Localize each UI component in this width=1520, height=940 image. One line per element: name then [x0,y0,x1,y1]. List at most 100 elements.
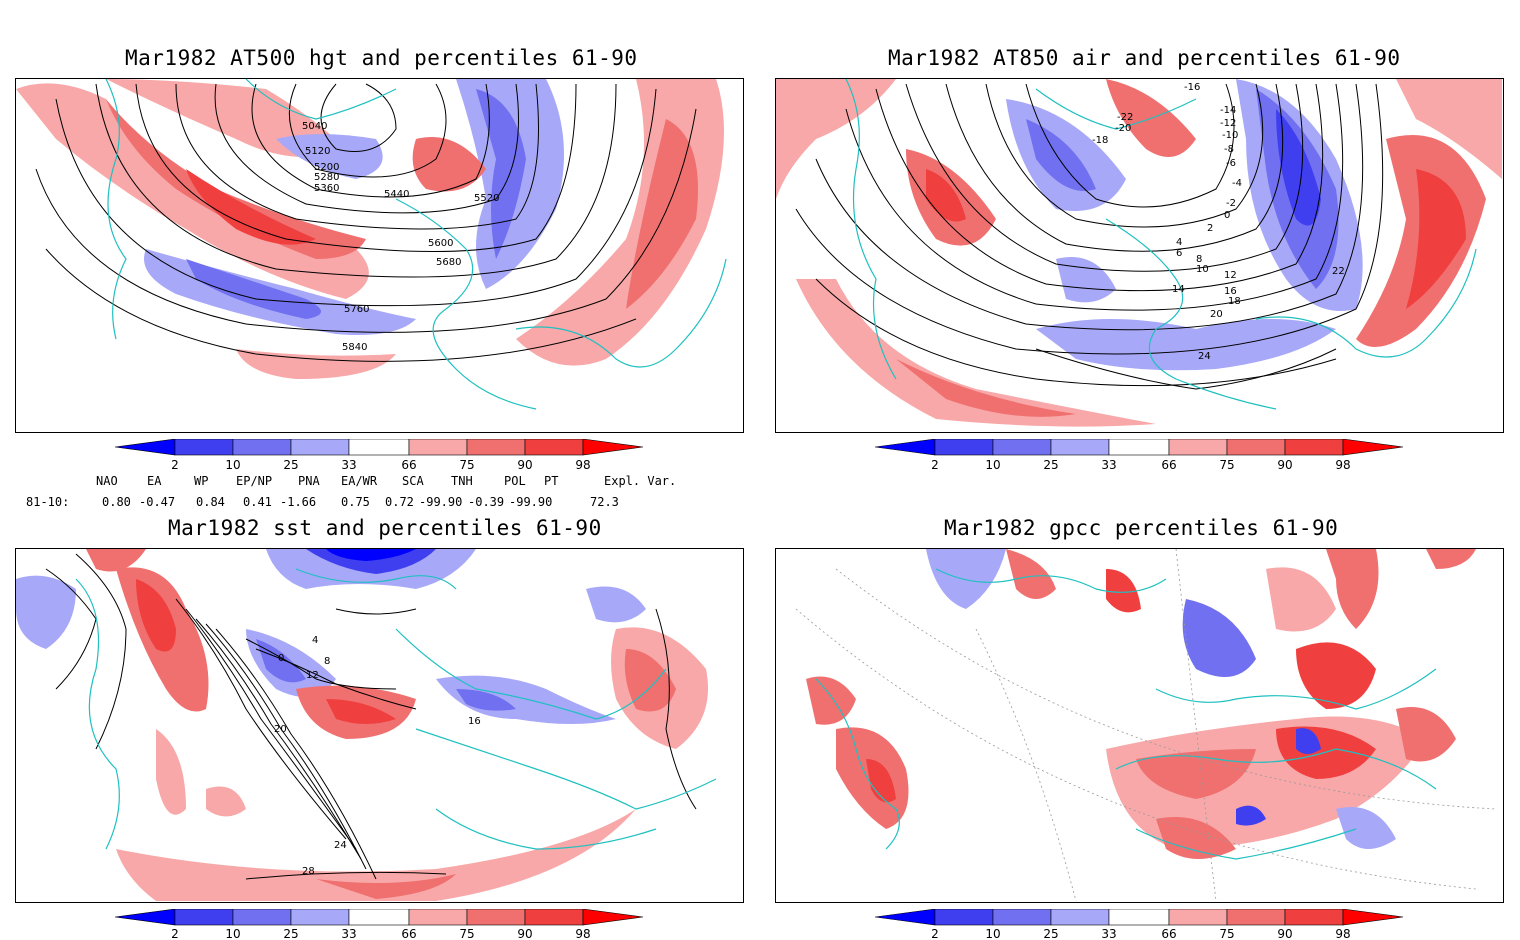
colorbar-segment-33-66 [1108,909,1170,926]
colorbar-segment-33-66 [348,909,410,926]
teleconnection-table: NAO EA WP EP/NP PNA EA/WR SCA TNH POL PT… [0,474,760,514]
colorbar-segment-above98 [582,909,644,926]
colorbar-tick: 98 [575,458,590,472]
colorbar-segment-25-33 [290,439,350,456]
coastlines [75,568,717,850]
colorbar-segment-below2 [115,909,176,926]
panel-title-gpcc: Mar1982 gpcc percentiles 61-90 [944,516,1339,540]
colorbar-tick: 25 [1043,458,1058,472]
percentile-shading [806,549,1476,859]
teleconnection-header: EA/WR [341,474,378,488]
teleconnection-value: -0.39 [468,495,505,509]
colorbar-tick: 33 [1101,458,1116,472]
colorbar-tick: 75 [1219,458,1234,472]
colorbar-segment-below2 [115,439,176,456]
teleconnection-header: POL [504,474,526,488]
colorbar-tick: 90 [1277,458,1292,472]
contours [45,553,697,880]
colorbar-tick: 90 [1277,927,1292,940]
colorbar-tick: 2 [171,458,179,472]
coastlines [815,568,1437,860]
teleconnection-value: 0.41 [243,495,272,509]
colorbar-segment-10-25 [232,439,292,456]
teleconnection-header: PNA [298,474,320,488]
colorbar-segment-25-33 [290,909,350,926]
colorbar-segment-10-25 [992,909,1052,926]
map-panel-air850 [775,78,1504,433]
colorbar-segment-above98 [1342,439,1404,456]
map-gpcc [795,549,1497,901]
teleconnection-value: 0.75 [341,495,370,509]
colorbar-segment-66-75 [1168,909,1228,926]
colorbar-tick: 2 [171,927,179,940]
colorbar-segment-25-33 [1050,909,1110,926]
colorbar-segment-75-90 [466,909,526,926]
colorbar-tick: 33 [341,927,356,940]
colorbar-segment-66-75 [408,439,468,456]
colorbar-segment-33-66 [1108,439,1170,456]
teleconnection-header: EA [147,474,162,488]
colorbar-segment-2-10 [174,909,234,926]
map-air850 [776,79,1502,431]
colorbar-tick: 66 [1161,458,1176,472]
colorbar-segment-25-33 [1050,439,1110,456]
colorbar-tick: 10 [225,458,240,472]
teleconnection-value: -1.66 [280,495,317,509]
colorbar-tick: 33 [341,458,356,472]
colorbar-tick: 98 [1335,927,1350,940]
teleconnection-value: 0.80 [102,495,131,509]
map-hgt500 [16,79,742,431]
map-panel-sst [15,548,744,903]
teleconnection-header: NAO [96,474,118,488]
colorbar-segment-75-90 [1226,909,1286,926]
colorbar-segment-66-75 [1168,439,1228,456]
colorbar-tick: 66 [1161,927,1176,940]
colorbar-segment-90-98 [1284,909,1344,926]
colorbar-segment-below2 [875,909,936,926]
colorbar-tick: 10 [985,458,1000,472]
grid-lines [795,549,1497,901]
colorbar-segment-33-66 [348,439,410,456]
colorbar-segment-75-90 [1226,439,1286,456]
teleconnection-value: -0.47 [139,495,176,509]
teleconnection-header: SCA [402,474,424,488]
colorbar-segment-2-10 [934,909,994,926]
panel-title-hgt500: Mar1982 AT500 hgt and percentiles 61-90 [125,46,638,70]
colorbar-segment-2-10 [174,439,234,456]
teleconnection-header: EP/NP [236,474,273,488]
colorbar-tick: 25 [283,927,298,940]
coastlines [105,79,727,410]
panel-title-air850: Mar1982 AT850 air and percentiles 61-90 [888,46,1401,70]
percentile-shading [16,549,708,901]
colorbar-top-right: 2 10 25 33 66 75 90 98 [875,439,1404,472]
colorbar-segment-90-98 [1284,439,1344,456]
colorbar-top-left: 2 10 25 33 66 75 90 98 [115,439,644,472]
colorbar-segment-above98 [582,439,644,456]
colorbar-tick: 66 [401,927,416,940]
teleconnection-value: 72.3 [590,495,619,509]
map-panel-gpcc [775,548,1504,903]
percentile-shading [776,79,1502,431]
colorbar-tick: 2 [931,927,939,940]
colorbar-segment-below2 [875,439,936,456]
colorbar-tick: 98 [1335,458,1350,472]
colorbar-tick: 90 [517,927,532,940]
contours [795,83,1384,390]
teleconnection-value: -99.90 [419,495,463,509]
colorbar-bottom-left: 2 10 25 33 66 75 90 98 [115,909,644,940]
colorbar-segment-2-10 [934,439,994,456]
colorbar-segment-90-98 [524,909,584,926]
colorbar-tick: 25 [283,458,298,472]
panel-title-sst: Mar1982 sst and percentiles 61-90 [168,516,602,540]
teleconnection-row-label: 81-10: [26,495,70,509]
teleconnection-value: -99.90 [509,495,553,509]
colorbar-segment-10-25 [232,909,292,926]
teleconnection-value: 0.84 [196,495,225,509]
colorbar-tick: 25 [1043,927,1058,940]
colorbar-tick: 66 [401,458,416,472]
colorbar-tick: 10 [225,927,240,940]
colorbar-segment-90-98 [524,439,584,456]
teleconnection-value: 0.72 [385,495,414,509]
colorbar-segment-10-25 [992,439,1052,456]
teleconnection-header: TNH [451,474,473,488]
